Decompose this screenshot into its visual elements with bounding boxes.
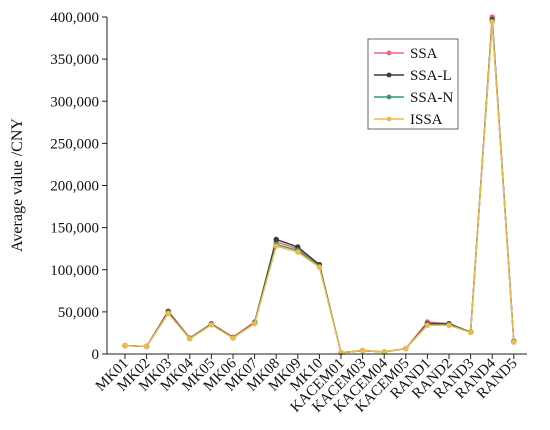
data-point [424,322,431,329]
data-point [273,243,279,249]
y-tick-label: 0 [92,347,100,363]
y-tick-label: 300,000 [50,94,99,110]
y-tick-label: 200,000 [50,179,99,195]
y-tick-label: 250,000 [50,136,99,152]
y-tick-label: 350,000 [50,52,99,68]
legend-item: ISSA [374,112,443,128]
data-point [273,236,279,243]
legend-item: SSA-L [374,68,452,84]
y-axis-title: Average value /CNY [9,118,26,252]
legend-marker [386,50,392,56]
legend-marker [386,72,392,78]
series-issa [122,19,517,356]
data-point [208,322,215,328]
data-point [122,342,128,349]
data-point [489,19,495,25]
data-point [359,347,366,354]
data-point [295,249,301,255]
legend-label: SSA-L [410,68,452,84]
data-point [467,329,474,336]
y-tick-label: 150,000 [50,221,99,237]
legend-label: SSA-N [410,90,454,106]
legend-label: ISSA [410,112,443,128]
x-axis-ticks: MK01MK02MK03MK04MK05MK06MK07MK08MK09MK10… [93,354,521,416]
data-point [316,264,323,270]
data-point [187,336,193,342]
data-point [251,320,258,327]
y-tick-label: 400,000 [50,10,99,26]
data-point [446,322,452,329]
legend-marker [386,116,392,122]
y-tick-label: 50,000 [58,305,99,321]
data-point [403,345,409,352]
data-point [143,343,150,350]
data-point [381,349,387,355]
y-axis-ticks: 0 50,000 100,000 150,000 200,000 250,000 300,0… [50,10,107,363]
legend-label: SSA [410,46,438,62]
data-point [165,310,171,317]
legend: SSA SSA-L SSA-N ISSA [367,38,459,130]
data-point [511,339,517,345]
legend-item: SSA-N [374,90,454,106]
axes [106,17,527,355]
y-tick-label: 100,000 [50,263,99,279]
legend-marker [386,94,392,100]
legend-box [367,38,459,130]
legend-item: SSA [374,46,438,62]
data-point [230,335,236,341]
